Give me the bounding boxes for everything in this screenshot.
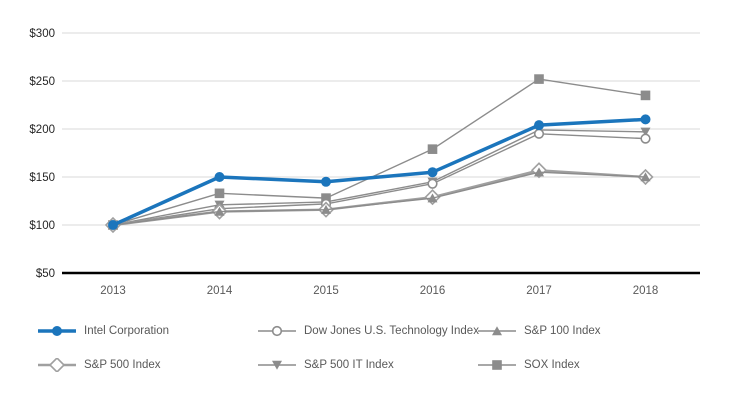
legend-label: S&P 500 Index xyxy=(84,359,161,371)
legend-label: S&P 500 IT Index xyxy=(304,359,394,371)
svg-text:2016: 2016 xyxy=(420,285,446,297)
legend-item-sp-500-index: S&P 500 Index xyxy=(38,348,258,382)
legend-label: S&P 100 Index xyxy=(524,325,601,337)
sp100-line-marker-icon xyxy=(478,326,516,336)
svg-text:$100: $100 xyxy=(29,220,55,232)
chart-legend: Intel Corporation Dow Jones U.S. Technol… xyxy=(0,314,732,382)
legend-item-dow-jones-us-technology-index: Dow Jones U.S. Technology Index xyxy=(258,314,479,348)
svg-text:2017: 2017 xyxy=(526,285,552,297)
intel-line-marker-icon xyxy=(38,326,76,336)
svg-text:2015: 2015 xyxy=(313,285,339,297)
svg-text:2018: 2018 xyxy=(633,285,659,297)
legend-item-intel-corporation: Intel Corporation xyxy=(38,314,258,348)
legend-label: Intel Corporation xyxy=(84,325,170,337)
legend-label: Dow Jones U.S. Technology Index xyxy=(304,325,479,337)
legend-item-sox-index: SOX Index xyxy=(478,348,732,382)
legend-label: SOX Index xyxy=(524,359,580,371)
legend-item-sp-500-it-index: S&P 500 IT Index xyxy=(258,348,478,382)
svg-text:$50: $50 xyxy=(36,268,55,280)
svg-text:2014: 2014 xyxy=(207,285,233,297)
sp500-it-line-marker-icon xyxy=(258,360,296,370)
svg-text:$200: $200 xyxy=(29,124,55,136)
chart-plot-area: $300 $250 $200 $150 $100 $50 2013 2014 2015 2016 2… xyxy=(29,28,700,297)
svg-text:$300: $300 xyxy=(29,28,55,40)
svg-text:$250: $250 xyxy=(29,76,55,88)
svg-text:2013: 2013 xyxy=(100,285,126,297)
svg-text:$150: $150 xyxy=(29,172,55,184)
dow-jones-line-marker-icon xyxy=(258,325,296,337)
sp500-line-marker-icon xyxy=(38,358,76,372)
sox-line-marker-icon xyxy=(478,360,516,370)
stock-performance-chart: $300 $250 $200 $150 $100 $50 2013 2014 2015 2016 2… xyxy=(29,28,700,297)
legend-item-sp-100-index: S&P 100 Index xyxy=(478,314,732,348)
